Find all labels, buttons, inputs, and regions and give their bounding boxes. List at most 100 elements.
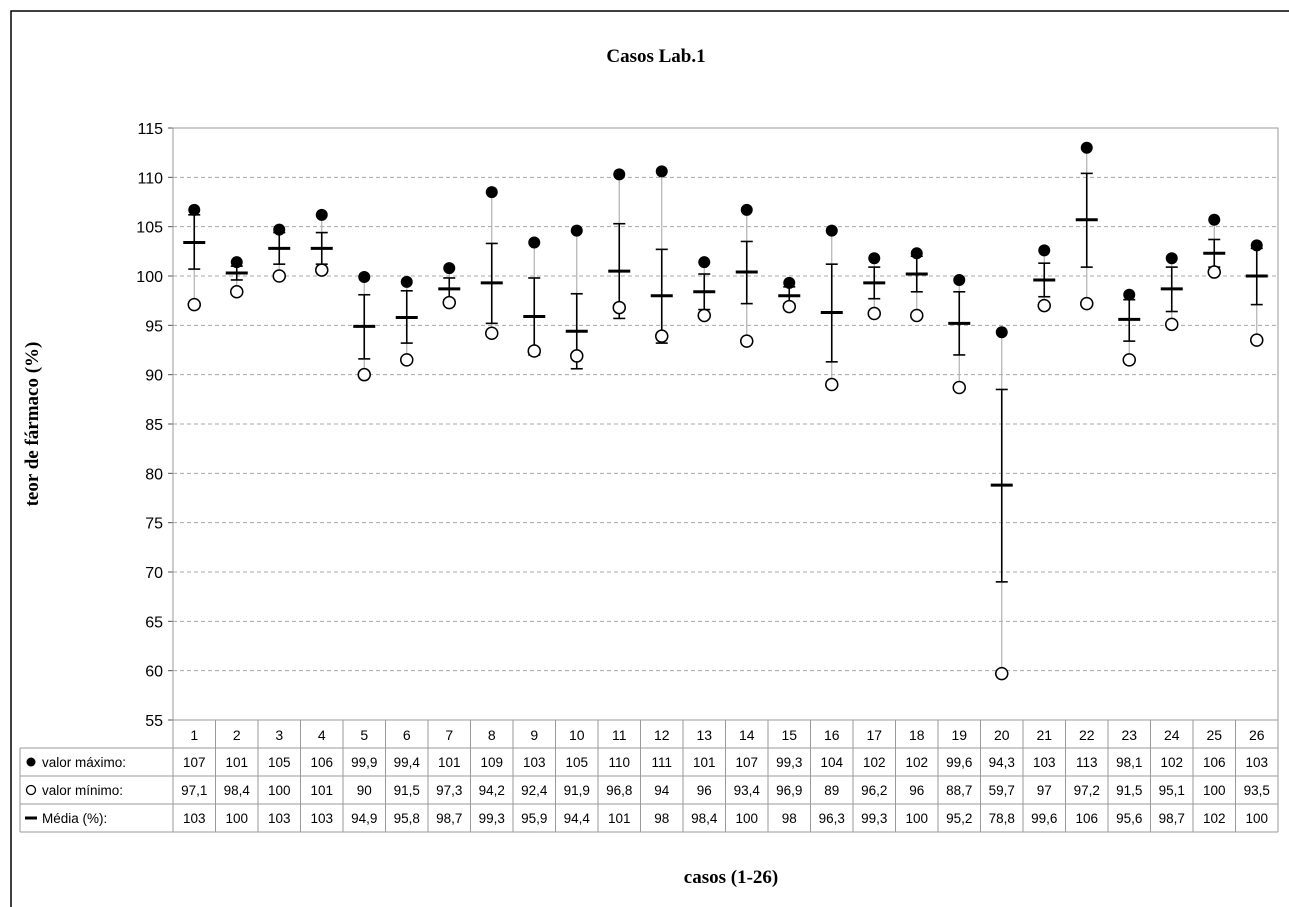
data-label: 91,5	[394, 783, 420, 798]
max-point	[400, 275, 413, 288]
data-label: 94	[654, 783, 670, 798]
min-point	[570, 349, 584, 363]
data-label: 100	[225, 811, 248, 826]
data-label: 93,4	[734, 783, 761, 798]
data-label: 101	[693, 755, 716, 770]
series-name: valor máximo:	[42, 755, 126, 770]
data-label: 98,7	[436, 811, 462, 826]
data-label: 94,3	[989, 755, 1015, 770]
category-label: 19	[951, 727, 967, 743]
y-tick-label: 105	[136, 220, 163, 237]
data-label: 97,1	[181, 783, 207, 798]
data-label: 98,7	[1159, 811, 1185, 826]
data-label: 106	[310, 755, 333, 770]
category-label: 4	[318, 727, 326, 743]
category-label: 7	[445, 727, 453, 743]
data-label: 107	[183, 755, 206, 770]
data-label: 78,8	[989, 811, 1015, 826]
data-label: 100	[735, 811, 758, 826]
min-point	[995, 666, 1009, 681]
y-tick-label: 70	[145, 565, 163, 582]
data-label: 106	[1203, 755, 1226, 770]
data-label: 98,1	[1116, 755, 1142, 770]
data-table: 1 2 3 4 5 6 7 8 9 10 11 12 13 14 15 16 17 18 19 20 21 22 23 24 2…	[19, 719, 1279, 833]
data-label: 101	[438, 755, 461, 770]
data-label: 102	[863, 755, 886, 770]
category-label: 18	[909, 727, 925, 743]
max-point	[953, 273, 966, 286]
category-label: 11	[612, 727, 627, 743]
data-label: 95,2	[946, 811, 972, 826]
min-point	[1080, 296, 1094, 311]
category-label: 8	[488, 727, 496, 743]
y-tick-label: 55	[145, 713, 163, 730]
chart-frame	[10, 10, 1289, 907]
y-axis-title: teor de fármaco (%)	[22, 342, 43, 507]
data-label: 94,4	[564, 811, 591, 826]
min-point	[1122, 353, 1136, 367]
data-label: 98	[654, 811, 669, 826]
max-point	[995, 326, 1008, 339]
y-tick-label: 110	[137, 170, 163, 187]
max-point	[1208, 213, 1221, 226]
category-label: 24	[1164, 727, 1180, 743]
data-label: 113	[1076, 755, 1098, 770]
data-label: 101	[310, 783, 333, 798]
min-point	[910, 308, 924, 323]
data-label: 105	[565, 755, 588, 770]
data-label: 94,9	[351, 811, 377, 826]
data-label: 90	[357, 783, 372, 798]
data-label: 104	[820, 755, 843, 770]
data-label: 99,6	[1031, 811, 1057, 826]
data-label: 107	[735, 755, 758, 770]
chart-title: Casos Lab.1	[606, 46, 705, 67]
category-label: 3	[275, 727, 283, 743]
category-label: 22	[1079, 727, 1095, 743]
data-label: 105	[268, 755, 291, 770]
data-label: 100	[1203, 783, 1226, 798]
data-label: 91,9	[564, 783, 590, 798]
max-point	[825, 224, 838, 237]
data-label: 97	[1037, 783, 1052, 798]
min-point	[272, 269, 286, 283]
category-label: 15	[781, 727, 797, 743]
data-label: 95,8	[394, 811, 420, 826]
min-point	[187, 297, 201, 312]
data-label: 101	[225, 755, 248, 770]
data-label: 103	[1033, 755, 1056, 770]
data-label: 98,4	[691, 811, 718, 826]
min-point	[1207, 265, 1221, 279]
series-name: Média (%):	[42, 811, 107, 826]
min-point	[697, 308, 711, 323]
max-point	[868, 252, 881, 265]
max-point	[443, 262, 456, 275]
data-label: 88,7	[946, 783, 972, 798]
y-tick-label: 60	[145, 664, 163, 681]
min-point	[1037, 298, 1051, 313]
category-label: 21	[1036, 727, 1052, 743]
y-tick-label: 90	[145, 368, 163, 385]
data-label: 96	[909, 783, 924, 798]
data-label: 95,1	[1159, 783, 1185, 798]
data-label: 99,3	[861, 811, 887, 826]
category-label: 23	[1121, 727, 1137, 743]
min-point	[655, 329, 669, 343]
max-point	[528, 236, 541, 249]
data-label: 96,3	[819, 811, 845, 826]
data-label: 103	[268, 811, 291, 826]
y-tick-label: 95	[145, 318, 163, 335]
max-point	[570, 224, 583, 237]
min-point	[485, 326, 499, 340]
data-label: 99,9	[351, 755, 377, 770]
max-point	[1038, 244, 1051, 257]
min-point	[740, 334, 754, 348]
data-label: 100	[268, 783, 291, 798]
series-marks	[183, 141, 1268, 681]
category-label: 20	[994, 727, 1010, 743]
min-point	[400, 353, 414, 367]
data-label: 96,2	[861, 783, 887, 798]
data-label: 110	[608, 755, 630, 770]
max-point	[910, 247, 923, 260]
data-label: 103	[523, 755, 546, 770]
min-point	[527, 344, 541, 358]
